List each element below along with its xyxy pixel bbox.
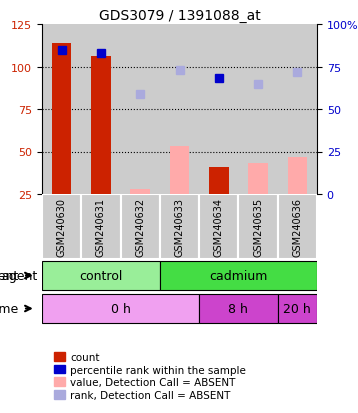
Bar [278, 294, 317, 323]
Bar [209, 167, 229, 195]
Bar [160, 261, 317, 291]
Text: GSM240633: GSM240633 [174, 198, 184, 256]
Text: cadmium: cadmium [209, 269, 268, 282]
Title: GDS3079 / 1391088_at: GDS3079 / 1391088_at [98, 9, 260, 23]
Bar [199, 294, 278, 323]
Bar [287, 157, 307, 195]
Legend: count, percentile rank within the sample, value, Detection Call = ABSENT, rank, : count, percentile rank within the sample… [54, 352, 246, 400]
Bar [238, 195, 278, 259]
Bar [42, 261, 160, 291]
Text: 8 h: 8 h [228, 302, 248, 315]
Bar [52, 44, 72, 195]
Bar [42, 294, 199, 323]
Bar [81, 25, 121, 195]
Bar [160, 195, 199, 259]
Bar [160, 25, 199, 195]
Text: GSM240632: GSM240632 [135, 198, 145, 257]
Bar [248, 164, 268, 195]
Text: agent: agent [0, 269, 19, 282]
Text: control: control [79, 269, 123, 282]
Bar [91, 57, 111, 195]
Text: 20 h: 20 h [284, 302, 311, 315]
Text: GSM240636: GSM240636 [292, 198, 303, 256]
Bar [42, 195, 81, 259]
Text: time: time [0, 302, 19, 315]
Bar [130, 190, 150, 195]
Text: GSM240630: GSM240630 [57, 198, 67, 256]
Bar [42, 25, 81, 195]
Bar [278, 195, 317, 259]
Bar [170, 147, 189, 195]
Text: GSM240635: GSM240635 [253, 198, 263, 257]
Text: GSM240631: GSM240631 [96, 198, 106, 256]
Text: GSM240634: GSM240634 [214, 198, 224, 256]
Bar [199, 25, 238, 195]
Bar [199, 195, 238, 259]
Bar [121, 195, 160, 259]
Bar [278, 25, 317, 195]
Bar [121, 25, 160, 195]
Bar [81, 195, 121, 259]
Text: agent: agent [1, 269, 37, 282]
Text: 0 h: 0 h [111, 302, 131, 315]
Bar [238, 25, 278, 195]
